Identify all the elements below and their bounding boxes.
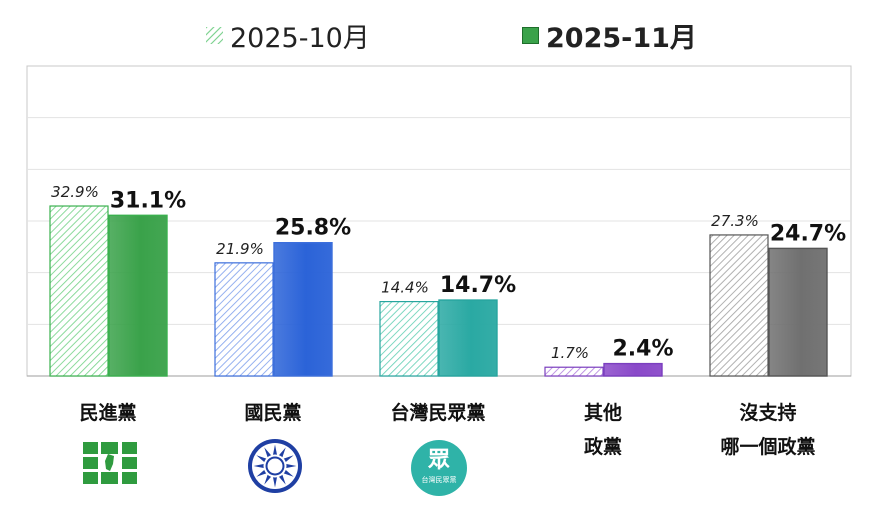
bar-2025-11-4 <box>768 247 828 377</box>
data-label-2025-11-1: 25.8% <box>275 216 351 241</box>
category-label-line: 哪一個政黨 <box>720 436 816 458</box>
category-label-2: 台灣民眾黨 <box>373 396 503 430</box>
kmt-sun-ray <box>253 463 265 469</box>
category-label-line: 國民黨 <box>244 402 302 424</box>
kmt-sun-ray <box>256 469 267 477</box>
bar-2025-10-4 <box>709 234 769 377</box>
bar-2025-10-1 <box>214 262 274 377</box>
bar-2025-10-2 <box>379 301 439 377</box>
tpp-logo-subtext: 台灣民眾黨 <box>421 476 457 484</box>
data-label-2025-11-0: 31.1% <box>110 188 186 213</box>
kmt-sun-ray <box>283 469 294 477</box>
legend: 2025-10月 2025-11月 <box>0 0 877 60</box>
kmt-sun-ray <box>264 474 272 485</box>
bar-2025-10-3 <box>544 366 604 377</box>
kmt-sun-ray <box>264 447 272 458</box>
bar-2025-11-2 <box>438 299 498 377</box>
bar-2025-11-1 <box>273 241 333 377</box>
legend-item-2025-11: 2025-11月 <box>522 16 697 55</box>
legend-label-2025-10: 2025-10月 <box>230 23 370 54</box>
tpp-logo-icon: 眾 台灣民眾黨 <box>411 440 467 496</box>
kmt-logo-icon <box>248 439 302 493</box>
bar-2025-10-0 <box>49 205 109 377</box>
data-label-2025-10-0: 32.9% <box>51 183 99 201</box>
category-label-1: 國民黨 <box>208 396 338 430</box>
category-label-3: 其他 政黨 <box>538 396 668 464</box>
kmt-sun-ray <box>272 476 278 488</box>
bar-2025-11-3 <box>603 362 663 377</box>
dpp-logo-icon <box>81 440 139 486</box>
bar-2025-11-0 <box>108 214 168 377</box>
category-label-line: 民進黨 <box>79 402 137 424</box>
data-label-2025-11-2: 14.7% <box>440 273 516 298</box>
category-label-4: 沒支持 哪一個政黨 <box>703 396 833 464</box>
data-label-2025-10-3: 1.7% <box>551 344 589 362</box>
bar-chart: 32.9% 31.1% 21.9% 25.8% 14.4% 14.7% 1.7% 2.4% 27… <box>26 65 852 377</box>
category-label-0: 民進黨 <box>43 396 173 430</box>
kmt-sun-ray <box>283 455 294 463</box>
legend-swatch-hatched <box>206 27 223 44</box>
category-label-line: 台灣民眾黨 <box>390 402 486 424</box>
data-label-2025-10-2: 14.4% <box>381 279 429 297</box>
kmt-sun-ray <box>285 463 297 469</box>
data-label-2025-11-3: 2.4% <box>612 337 673 362</box>
category-label-line: 沒支持 <box>739 402 797 424</box>
data-label-2025-11-4: 24.7% <box>770 221 846 246</box>
kmt-sun-ray <box>272 444 278 456</box>
category-label-line: 政黨 <box>583 436 622 458</box>
tpp-logo-text: 眾 <box>427 448 450 473</box>
kmt-sun-ray <box>278 474 286 485</box>
category-label-line: 其他 <box>583 402 622 424</box>
kmt-sun-ray <box>278 447 286 458</box>
kmt-sun-ray <box>256 455 267 463</box>
legend-label-2025-11: 2025-11月 <box>546 23 697 54</box>
legend-swatch-solid <box>522 27 539 44</box>
data-label-2025-10-4: 27.3% <box>711 212 759 230</box>
legend-item-2025-10: 2025-10月 <box>206 16 370 55</box>
data-label-2025-10-1: 21.9% <box>216 240 264 258</box>
